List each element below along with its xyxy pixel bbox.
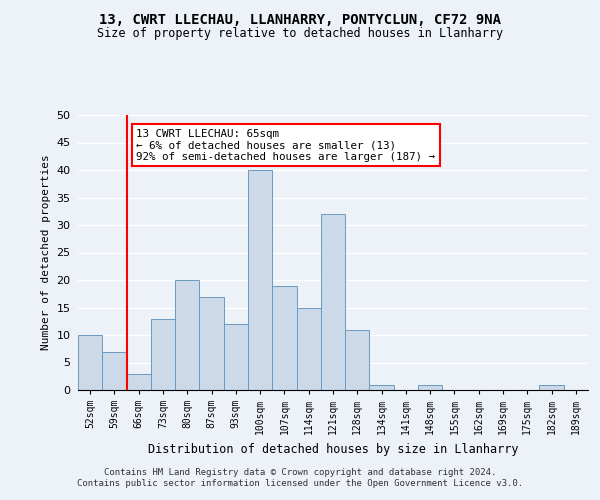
Bar: [248, 170, 272, 390]
Bar: [321, 214, 345, 390]
Bar: [272, 286, 296, 390]
Bar: [78, 335, 102, 390]
X-axis label: Distribution of detached houses by size in Llanharry: Distribution of detached houses by size …: [148, 442, 518, 456]
Bar: [296, 308, 321, 390]
Bar: [102, 352, 127, 390]
Bar: [539, 384, 564, 390]
Bar: [151, 318, 175, 390]
Bar: [199, 296, 224, 390]
Bar: [370, 384, 394, 390]
Text: Contains HM Land Registry data © Crown copyright and database right 2024.
Contai: Contains HM Land Registry data © Crown c…: [77, 468, 523, 487]
Y-axis label: Number of detached properties: Number of detached properties: [41, 154, 50, 350]
Bar: [345, 330, 370, 390]
Bar: [224, 324, 248, 390]
Bar: [127, 374, 151, 390]
Text: 13 CWRT LLECHAU: 65sqm
← 6% of detached houses are smaller (13)
92% of semi-deta: 13 CWRT LLECHAU: 65sqm ← 6% of detached …: [136, 128, 435, 162]
Text: Size of property relative to detached houses in Llanharry: Size of property relative to detached ho…: [97, 28, 503, 40]
Text: 13, CWRT LLECHAU, LLANHARRY, PONTYCLUN, CF72 9NA: 13, CWRT LLECHAU, LLANHARRY, PONTYCLUN, …: [99, 12, 501, 26]
Bar: [175, 280, 199, 390]
Bar: [418, 384, 442, 390]
